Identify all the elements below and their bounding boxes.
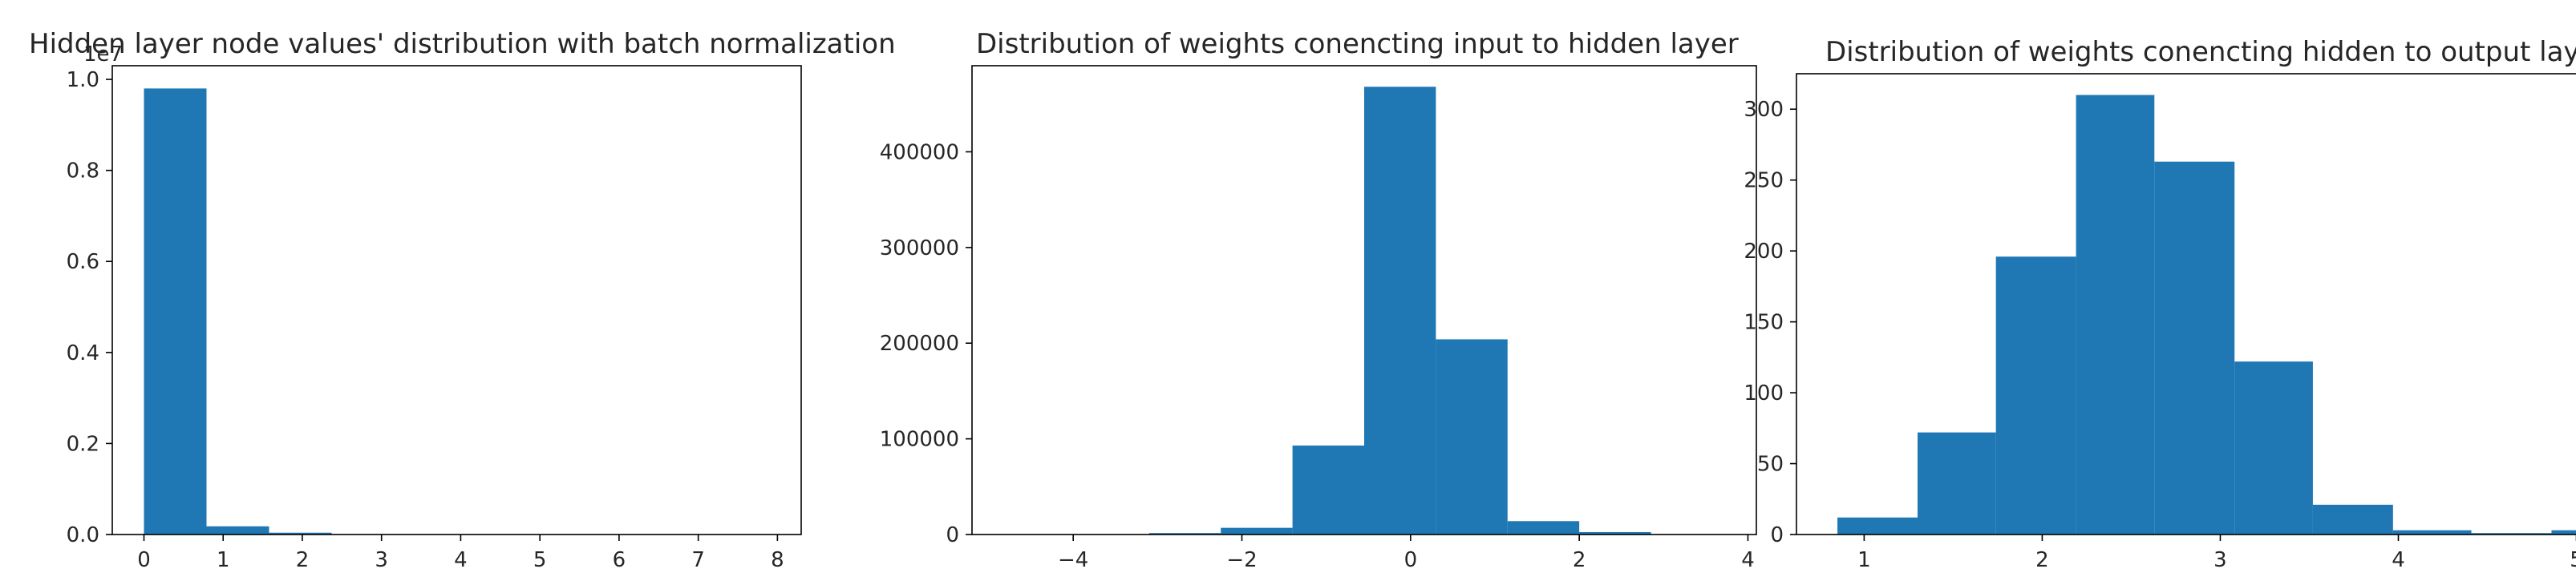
chart-title: Hidden layer node values' distribution w… (29, 28, 896, 60)
x-tick-label: 0 (1404, 548, 1418, 572)
histogram-bar (1995, 256, 2076, 535)
y-tick-label: 0 (1770, 523, 1784, 547)
y-tick-label: 0.4 (67, 341, 99, 365)
x-tick-label: 1 (1857, 548, 1871, 572)
x-tick-label: 3 (2213, 548, 2227, 572)
histogram-bar (1837, 517, 1918, 535)
histogram-bar (1917, 432, 1996, 535)
y-tick-label: 0.0 (67, 523, 99, 547)
chart-plot: −4 −2 0 2 4 0 100000 200000 300000 400000 (880, 65, 1757, 572)
histogram-bar (1507, 521, 1580, 535)
histogram-bar (1221, 527, 1293, 535)
histogram-bar (1292, 445, 1364, 535)
histogram-bar (2392, 530, 2472, 535)
histogram-bar (144, 88, 207, 535)
x-tick-label: 0 (137, 548, 151, 572)
axes-frame (111, 65, 802, 535)
y-tick-label: 300000 (880, 236, 959, 260)
histogram-bar (2076, 95, 2155, 535)
x-tick-label: 5 (2570, 548, 2576, 572)
x-tick-label: 4 (2392, 548, 2405, 572)
histogram-input-hidden-weights: Distribution of weights conencting input… (858, 0, 1757, 585)
y-tick-label: 1.0 (67, 68, 99, 92)
x-tick-label: 1 (217, 548, 230, 572)
x-tick-label: 5 (533, 548, 547, 572)
histogram-hidden-output-weights: Distribution of weights conencting hidde… (1716, 0, 2576, 585)
x-tick-label: 2 (2035, 548, 2049, 572)
y-tick-label: 300 (1744, 98, 1784, 122)
x-tick-label: −4 (1058, 548, 1088, 572)
y-tick-label: 100000 (880, 428, 959, 452)
y-tick-label: 400000 (880, 140, 959, 164)
y-tick-label: 250 (1744, 169, 1784, 193)
y-tick-label: 0.2 (67, 432, 99, 456)
y-tick-label: 200000 (880, 332, 959, 356)
x-tick-label: 3 (375, 548, 388, 572)
y-tick-label: 150 (1744, 311, 1784, 335)
histogram-bar (2234, 361, 2313, 535)
axes-frame (971, 65, 1757, 535)
histogram-bar (2551, 530, 2576, 535)
histogram-bar (1364, 87, 1436, 535)
histogram-bar (2154, 161, 2235, 535)
y-tick-label: 0.6 (67, 250, 99, 274)
histogram-bar (206, 526, 269, 535)
histogram-bar (1579, 532, 1651, 535)
histogram-bar (2312, 504, 2393, 535)
x-tick-label: −2 (1226, 548, 1257, 572)
y-tick-label: 200 (1744, 240, 1784, 264)
y-tick-label: 0 (946, 523, 959, 547)
chart-title: Distribution of weights conencting hidde… (1825, 36, 2576, 68)
chart-plot: 12345050100150200250300 (1744, 73, 2576, 572)
x-tick-label: 4 (454, 548, 468, 572)
x-tick-label: 2 (1573, 548, 1586, 572)
histogram-hidden-node-values: Hidden layer node values' distribution w… (0, 0, 896, 585)
y-scale-label: 1e7 (83, 42, 123, 67)
x-tick-label: 4 (1741, 548, 1755, 572)
chart-title: Distribution of weights conencting input… (976, 28, 1739, 60)
histogram-bar (1436, 339, 1508, 535)
histogram-bar (1148, 533, 1221, 535)
y-tick-label: 0.8 (67, 159, 99, 184)
y-tick-label: 100 (1744, 381, 1784, 405)
x-tick-label: 6 (613, 548, 626, 572)
x-tick-label: 7 (691, 548, 705, 572)
axes-frame (1796, 73, 2576, 535)
x-tick-label: 8 (771, 548, 784, 572)
histogram-bar (2471, 533, 2552, 535)
x-tick-label: 2 (296, 548, 310, 572)
histogram-bar (269, 532, 332, 535)
y-tick-label: 50 (1757, 453, 1784, 477)
